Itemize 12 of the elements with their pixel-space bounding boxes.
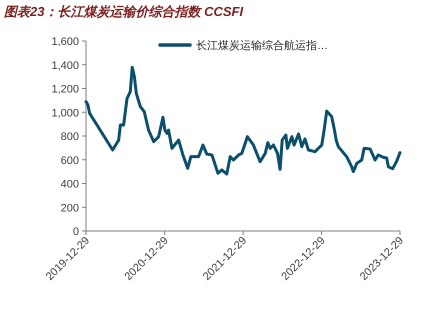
y-tick-label: 1,200 bbox=[51, 84, 79, 96]
y-tick-label: 800 bbox=[60, 131, 79, 143]
y-tick-label: 600 bbox=[60, 154, 79, 167]
y-tick-label: 0 bbox=[72, 226, 79, 238]
y-tick-label: 1,600 bbox=[51, 36, 79, 48]
y-tick-label: 400 bbox=[60, 178, 79, 190]
legend-label: 长江煤炭运输综合航运指… bbox=[196, 39, 328, 52]
y-tick-label: 1,400 bbox=[51, 60, 79, 72]
y-tick-label: 200 bbox=[60, 202, 79, 214]
chart-title: 图表23：长江煤炭运输价综合指数 CCSFI bbox=[4, 4, 244, 19]
y-tick-label: 1,000 bbox=[51, 107, 79, 120]
line-series bbox=[84, 66, 402, 176]
